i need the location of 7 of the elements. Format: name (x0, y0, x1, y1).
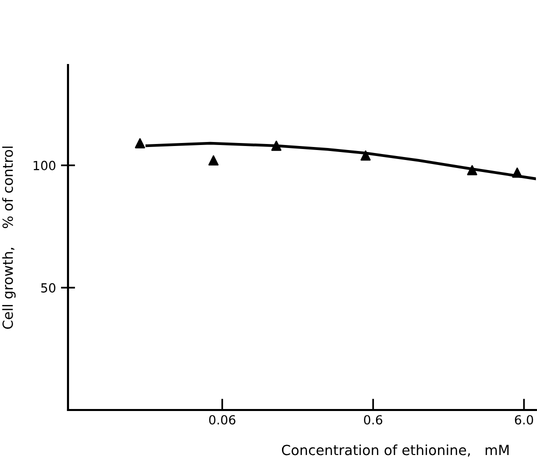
x-tick-label: 0.6 (364, 415, 382, 425)
x-tick-label: 0.06 (209, 415, 236, 425)
y-tick-label: 50 (41, 283, 56, 293)
y-axis-title: Cell growth, % of control (2, 146, 16, 329)
x-tick-label: 6.0 (514, 415, 534, 425)
x-axis-title: Concentration of ethionine, mM (282, 444, 509, 457)
y-tick-label: 100 (34, 160, 56, 170)
